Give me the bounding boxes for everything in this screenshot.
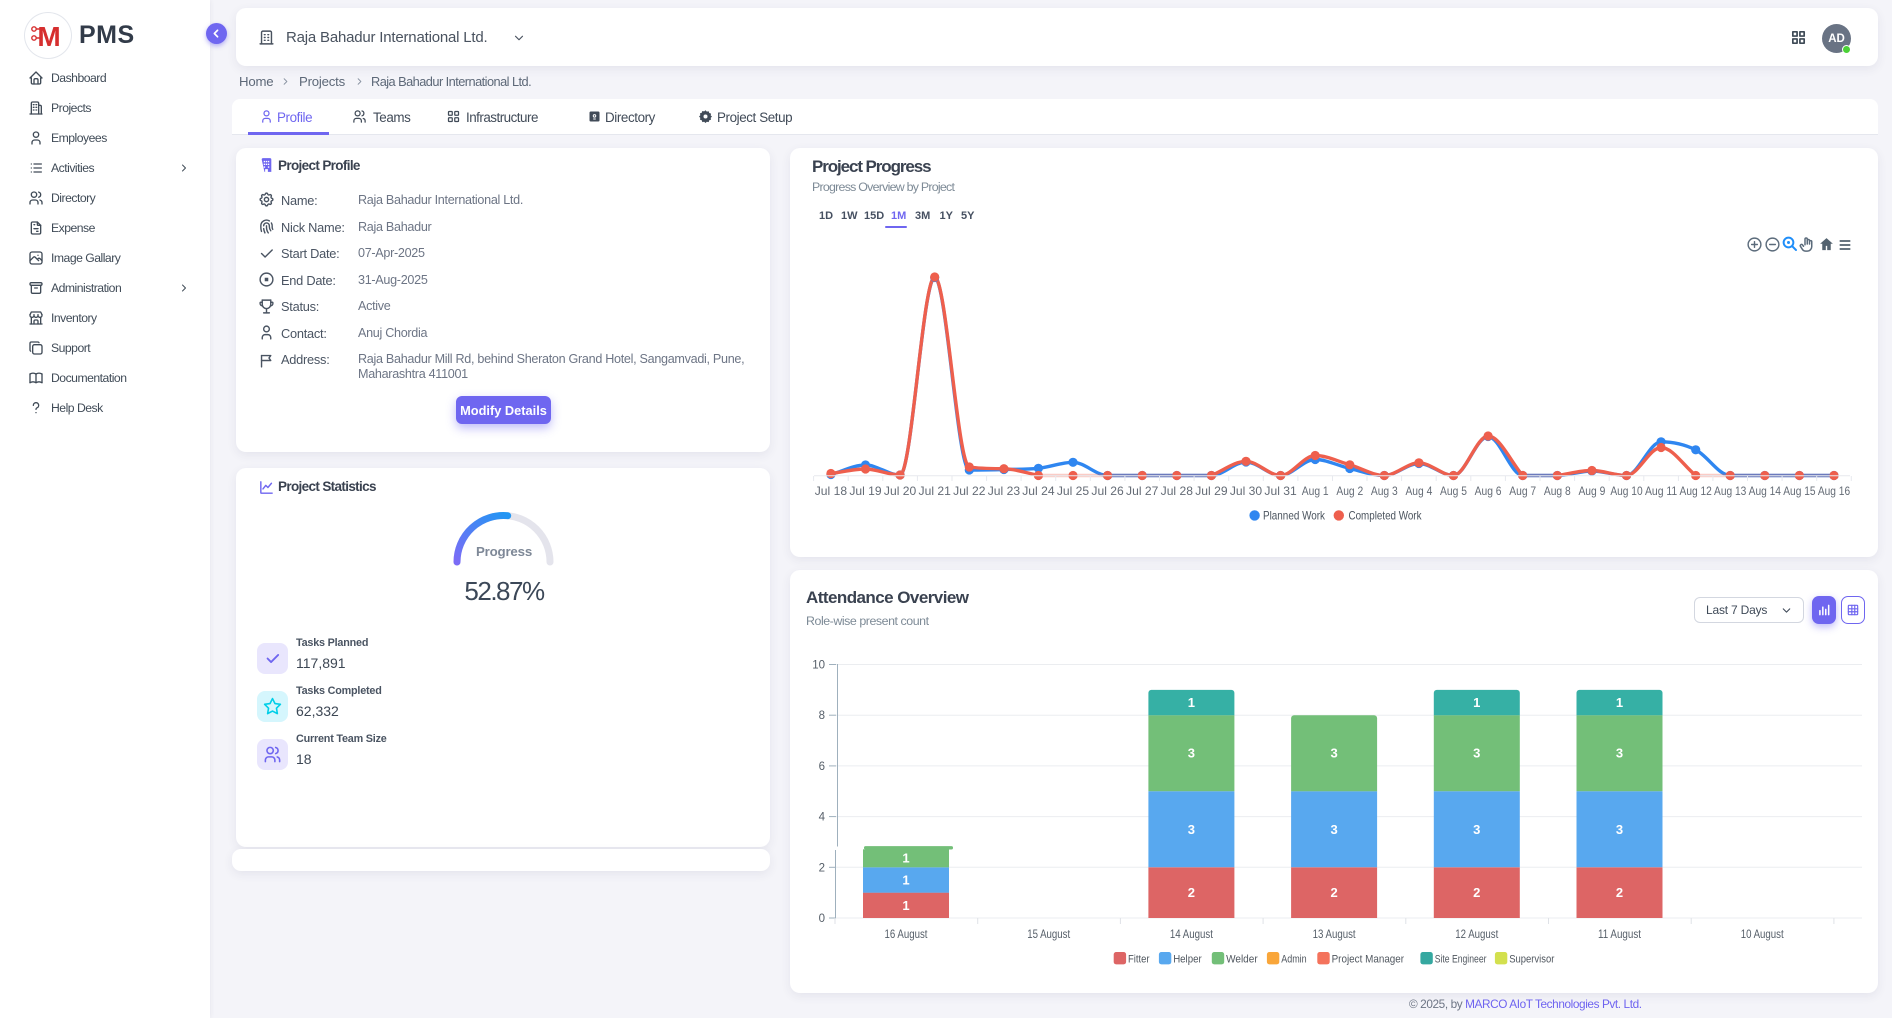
svg-text:Site Engineer: Site Engineer [1435, 954, 1487, 966]
svg-text:2: 2 [819, 862, 825, 874]
svg-text:4: 4 [819, 812, 826, 824]
svg-text:3: 3 [1188, 822, 1195, 837]
svg-text:Aug 12: Aug 12 [1680, 484, 1712, 498]
svg-text:3: 3 [1473, 746, 1480, 761]
svg-text:Aug 5: Aug 5 [1440, 484, 1467, 498]
svg-text:3: 3 [1473, 822, 1480, 837]
svg-text:Jul 29: Jul 29 [1195, 484, 1227, 498]
svg-text:Jul 26: Jul 26 [1091, 484, 1124, 498]
svg-text:Aug 2: Aug 2 [1336, 484, 1363, 498]
svg-text:2: 2 [1616, 885, 1623, 900]
svg-text:Project Manager: Project Manager [1332, 954, 1405, 966]
svg-text:16 August: 16 August [885, 927, 929, 941]
svg-text:1: 1 [902, 851, 909, 866]
svg-text:Helper: Helper [1173, 954, 1202, 966]
svg-text:Aug 1: Aug 1 [1302, 484, 1329, 498]
svg-text:Welder: Welder [1226, 954, 1258, 966]
svg-text:6: 6 [819, 761, 825, 773]
svg-text:1: 1 [1616, 695, 1623, 710]
svg-text:1: 1 [902, 873, 909, 888]
svg-text:Jul 21: Jul 21 [919, 484, 951, 498]
svg-text:Aug 7: Aug 7 [1509, 484, 1536, 498]
svg-text:3: 3 [1330, 746, 1337, 761]
svg-text:Aug 13: Aug 13 [1714, 484, 1747, 498]
svg-text:Aug 11: Aug 11 [1645, 484, 1677, 498]
svg-text:2: 2 [1188, 885, 1195, 900]
svg-text:3: 3 [1188, 746, 1195, 761]
svg-text:Aug 4: Aug 4 [1405, 484, 1432, 498]
svg-text:Jul 18: Jul 18 [815, 484, 848, 498]
svg-text:3: 3 [1330, 822, 1337, 837]
svg-text:14 August: 14 August [1170, 927, 1214, 941]
svg-text:Aug 3: Aug 3 [1371, 484, 1398, 498]
svg-text:Aug 9: Aug 9 [1578, 484, 1605, 498]
svg-text:M: M [37, 21, 60, 52]
svg-text:1: 1 [1188, 695, 1195, 710]
svg-text:1: 1 [1473, 695, 1480, 710]
svg-text:Admin: Admin [1281, 954, 1307, 966]
svg-text:Completed Work: Completed Work [1349, 509, 1422, 523]
svg-text:Jul 23: Jul 23 [988, 484, 1021, 498]
svg-text:Jul 30: Jul 30 [1230, 484, 1263, 498]
svg-text:13 August: 13 August [1313, 927, 1357, 941]
svg-text:Supervisor: Supervisor [1509, 954, 1554, 966]
svg-text:12 August: 12 August [1455, 927, 1499, 941]
svg-text:Aug 10: Aug 10 [1610, 484, 1643, 498]
svg-text:Aug 15: Aug 15 [1783, 484, 1816, 498]
svg-text:2: 2 [1330, 885, 1337, 900]
svg-text:Jul 28: Jul 28 [1161, 484, 1194, 498]
svg-text:Fitter: Fitter [1128, 954, 1150, 966]
svg-text:1: 1 [902, 898, 909, 913]
svg-text:Aug 6: Aug 6 [1475, 484, 1502, 498]
svg-text:2: 2 [1473, 885, 1480, 900]
svg-text:Jul 27: Jul 27 [1126, 484, 1158, 498]
svg-text:Jul 20: Jul 20 [884, 484, 917, 498]
svg-text:3: 3 [1616, 822, 1623, 837]
svg-text:0: 0 [819, 913, 825, 925]
svg-text:11 August: 11 August [1598, 927, 1642, 941]
svg-text:Aug 14: Aug 14 [1749, 484, 1782, 498]
svg-text:Jul 24: Jul 24 [1022, 484, 1055, 498]
svg-text:Jul 25: Jul 25 [1057, 484, 1090, 498]
svg-text:Planned Work: Planned Work [1263, 509, 1325, 523]
svg-text:Jul 22: Jul 22 [953, 484, 985, 498]
svg-text:Aug 8: Aug 8 [1544, 484, 1571, 498]
svg-text:15 August: 15 August [1027, 927, 1071, 941]
svg-text:Jul 19: Jul 19 [849, 484, 881, 498]
svg-text:Jul 31: Jul 31 [1264, 484, 1296, 498]
svg-text:8: 8 [819, 710, 825, 722]
svg-text:Aug 16: Aug 16 [1818, 484, 1851, 498]
svg-text:3: 3 [1616, 746, 1623, 761]
svg-text:10 August: 10 August [1741, 927, 1785, 941]
svg-text:10: 10 [812, 660, 825, 672]
